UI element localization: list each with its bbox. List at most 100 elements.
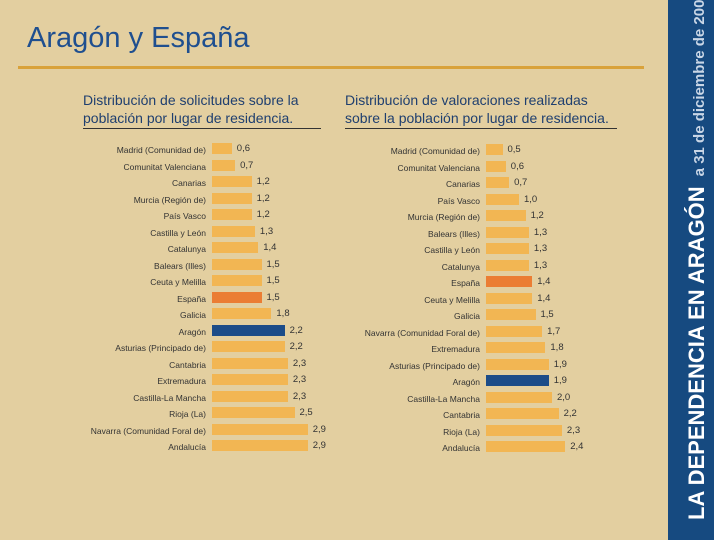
bar [486, 342, 546, 353]
data-label: 2,9 [312, 440, 326, 451]
bar [486, 391, 552, 403]
bar [486, 243, 529, 254]
category-label-text: Rioja (La) [443, 426, 480, 437]
bar [212, 341, 285, 352]
category-label-text: Rioja (La) [169, 409, 206, 419]
data-label: 1,2 [256, 209, 270, 220]
category-label: Madrid (Comunidad de) [0, 144, 480, 158]
data-label: 0,5 [507, 144, 521, 155]
side-banner: LA DEPENDENCIA EN ARAGÓN a 31 de diciembr… [668, 0, 714, 540]
category-label: Castilla y León [0, 226, 206, 240]
bar [212, 423, 308, 435]
category-label-text: Andalucía [168, 442, 206, 452]
category-label: Canarias [0, 177, 480, 191]
bar [212, 291, 262, 303]
category-label-text: Canarias [445, 179, 480, 189]
bar [486, 292, 533, 304]
category-label-text: Madrid (Comunidad de) [116, 145, 206, 155]
category-label-text: Castilla y León [150, 227, 206, 238]
category-label-text: Canarias [171, 178, 206, 188]
category-label: País Vasco [0, 194, 480, 208]
chart-1-title: Distribución de solicitudes sobre la pob… [83, 91, 321, 129]
data-label: 1,5 [266, 275, 280, 286]
bar [486, 325, 543, 337]
title-divider [18, 66, 644, 69]
category-label: Asturias (Principado de) [0, 341, 206, 355]
bar [486, 193, 519, 205]
category-label: Asturias (Principado de) [0, 359, 480, 373]
data-label: 2,4 [570, 441, 584, 452]
data-label: 1,8 [550, 342, 564, 353]
category-label: Ceuta y Melilla [0, 275, 206, 289]
category-label-text: Castilla y León [424, 245, 480, 255]
data-label: 2,2 [289, 324, 303, 336]
category-label-text: Murcia (Región de) [407, 212, 480, 222]
category-label-text: Aragón [178, 326, 206, 337]
category-label-text: Comunitat Valenciana [397, 162, 480, 173]
bar [486, 424, 562, 436]
data-label: 2,2 [289, 341, 303, 352]
bar [486, 358, 549, 370]
category-label: Extremadura [0, 342, 480, 356]
bar [212, 407, 295, 418]
data-label: 0,7 [240, 159, 254, 171]
category-label: Navarra (Comunidad Foral de) [0, 326, 480, 340]
data-label: 1,4 [537, 292, 551, 304]
bar [212, 242, 259, 253]
category-label-text: España [451, 278, 480, 288]
bar [212, 225, 255, 237]
bar [486, 226, 529, 238]
bar [486, 309, 536, 320]
data-label: 2,5 [299, 407, 313, 418]
category-label: Murcia (Región de) [0, 193, 206, 207]
category-label: Aragón [0, 375, 480, 389]
data-label: 2,0 [557, 391, 571, 403]
category-label: Galicia [0, 308, 206, 322]
category-label-text: Andalucía [442, 443, 480, 453]
data-label: 2,3 [292, 390, 307, 402]
data-label: 1,3 [533, 243, 548, 254]
bar [486, 144, 503, 155]
bar [486, 441, 566, 452]
data-label: 1,2 [256, 192, 270, 204]
category-label: Cantabria [0, 358, 206, 372]
category-label: Rioja (La) [0, 407, 206, 421]
data-label: 2,3 [292, 357, 307, 369]
category-label-text: Cantabria [443, 410, 480, 420]
category-label-text: Cantabria [169, 359, 206, 370]
category-label: Extremadura [0, 374, 206, 388]
data-label: 1,5 [266, 291, 280, 303]
category-label-text: Ceuta y Melilla [424, 294, 480, 305]
data-label: 1,3 [259, 225, 274, 237]
category-label-text: Extremadura [157, 376, 206, 386]
data-label: 1,2 [256, 176, 270, 187]
category-label: Ceuta y Melilla [0, 293, 480, 307]
category-label-text: País Vasco [163, 211, 206, 221]
bar [486, 375, 549, 386]
bar [212, 357, 288, 369]
data-label: 1,2 [530, 210, 544, 221]
data-label: 2,3 [292, 374, 307, 385]
category-label: Cantabria [0, 408, 480, 422]
data-label: 0,7 [514, 177, 528, 188]
category-label-text: Galicia [180, 310, 206, 320]
category-label-text: Asturias (Principado de) [115, 343, 206, 353]
slide: Aragón y España Distribución de solicitu… [0, 0, 668, 540]
category-label: Castilla-La Mancha [0, 391, 206, 405]
page-title: Aragón y España [27, 22, 250, 54]
bar [486, 210, 526, 221]
category-label-text: Aragón [452, 377, 480, 387]
bar [486, 276, 533, 287]
data-label: 2,3 [566, 424, 581, 436]
bar [212, 374, 288, 385]
data-label: 1,5 [266, 258, 280, 270]
category-label-text: Catalunya [167, 244, 206, 254]
category-label-text: Castilla-La Mancha [407, 393, 480, 404]
bar [212, 275, 262, 286]
data-label: 2,9 [312, 423, 326, 435]
category-label-text: Navarra (Comunidad Foral de) [364, 327, 480, 338]
chart-2-title: Distribución de valoraciones realizadas … [345, 91, 617, 129]
bar [486, 408, 559, 419]
data-label: 1,8 [276, 308, 290, 319]
category-label-text: Balears (Illes) [154, 260, 206, 271]
